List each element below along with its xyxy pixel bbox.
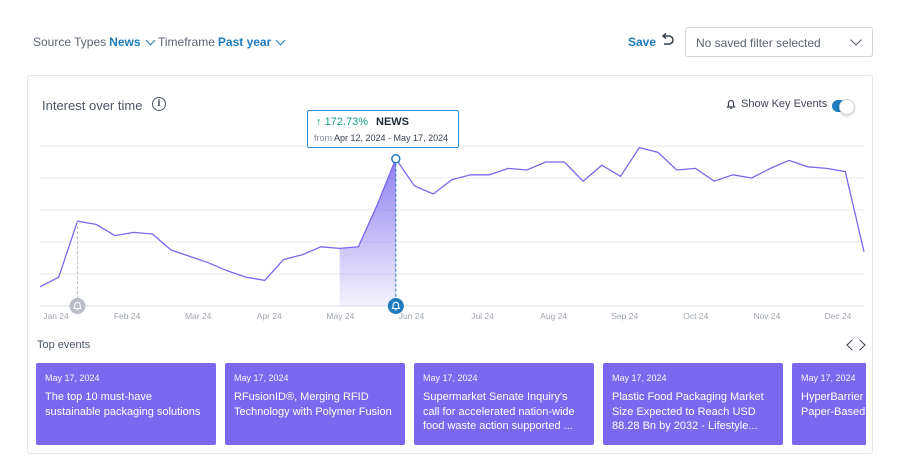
- x-tick-label: Jun 24: [399, 311, 425, 321]
- event-title: Supermarket Senate Inquiry's call for ac…: [423, 391, 575, 432]
- bell-icon: [391, 301, 401, 311]
- event-card[interactable]: May 17, 2024 The top 10 must-have sustain…: [36, 363, 216, 445]
- event-date: May 17, 2024: [801, 373, 856, 383]
- x-tick-label: May 24: [326, 311, 354, 321]
- series-line: [39, 146, 865, 288]
- x-tick-label: Dec 24: [825, 311, 852, 321]
- save-button[interactable]: Save: [628, 35, 657, 49]
- bell-icon: [73, 301, 82, 311]
- tooltip-source: NEWS: [376, 116, 409, 128]
- event-title: Plastic Food Packaging Market Size Expec…: [612, 391, 764, 432]
- key-event-marker: [387, 298, 404, 314]
- event-card[interactable]: May 17, 2024 HyperBarrier Technologies Pa…: [792, 363, 866, 445]
- source-types-value: News: [109, 35, 141, 49]
- interest-over-time-card: Interest over time i Show Key Events Jan…: [27, 75, 873, 454]
- event-title: HyperBarrier Technologies Paper-Based: [801, 391, 866, 418]
- x-tick-label: Feb 24: [114, 311, 141, 321]
- key-event-marker: [69, 298, 86, 314]
- show-key-events-label: Show Key Events: [741, 98, 828, 110]
- x-tick-label: Jul 24: [471, 311, 494, 321]
- card-title: Interest over time: [42, 98, 143, 113]
- source-types-filter[interactable]: Source Types News: [33, 35, 155, 49]
- saved-filter-placeholder: No saved filter selected: [696, 36, 821, 50]
- event-title: RFusionID®, Merging RFID Technology with…: [234, 391, 392, 418]
- chevron-down-icon: [275, 35, 286, 46]
- timeframe-filter[interactable]: Timeframe Past year: [158, 35, 286, 49]
- chevron-down-icon: [850, 34, 862, 46]
- top-events-list: May 17, 2024 The top 10 must-have sustain…: [36, 363, 866, 447]
- x-tick-label: Nov 24: [753, 311, 780, 321]
- highlight-point: [391, 154, 401, 164]
- filter-bar: Source Types News Timeframe Past year Sa…: [0, 0, 900, 70]
- event-date: May 17, 2024: [423, 373, 478, 383]
- x-tick-label: Oct 24: [683, 311, 708, 321]
- x-tick-label: Mar 24: [185, 311, 212, 321]
- show-key-events-control: Show Key Events: [725, 98, 827, 110]
- info-icon[interactable]: i: [152, 97, 166, 111]
- saved-filter-select[interactable]: No saved filter selected: [685, 27, 873, 57]
- chevron-down-icon: [145, 35, 155, 46]
- timeframe-label: Timeframe: [158, 35, 215, 49]
- x-tick-label: Apr 24: [257, 311, 282, 321]
- x-tick-label: Sep 24: [611, 311, 638, 321]
- bell-icon: [726, 99, 736, 109]
- timeframe-value: Past year: [217, 35, 272, 49]
- x-tick-label: Jan 24: [43, 311, 69, 321]
- event-date: May 17, 2024: [612, 373, 667, 383]
- event-date: May 17, 2024: [234, 373, 289, 383]
- tooltip-range: from Apr 12, 2024 - May 17, 2024: [314, 133, 449, 143]
- chart-tooltip: ↑ 172.73% NEWS from Apr 12, 2024 - May 1…: [307, 110, 459, 148]
- event-title: The top 10 must-have sustainable packagi…: [45, 391, 201, 418]
- tooltip-change: ↑ 172.73%: [316, 116, 368, 128]
- event-date: May 17, 2024: [45, 373, 100, 383]
- interest-chart: Jan 24 Feb 24 Mar 24 Apr 24 May 24 Jun 24 Jul …: [39, 145, 865, 321]
- x-tick-label: Aug 24: [540, 311, 567, 321]
- source-types-label: Source Types: [33, 35, 107, 49]
- top-events-label: Top events: [37, 339, 91, 351]
- event-card[interactable]: May 17, 2024 Supermarket Senate Inquiry's…: [414, 363, 594, 445]
- chevron-right-icon[interactable]: [854, 339, 866, 351]
- show-key-events-toggle[interactable]: [832, 99, 855, 115]
- event-card[interactable]: May 17, 2024 Plastic Food Packaging Marke…: [603, 363, 783, 445]
- undo-icon[interactable]: [659, 32, 675, 48]
- event-card[interactable]: May 17, 2024 RFusionID®, Merging RFID Tec…: [225, 363, 405, 445]
- highlight-area: [339, 158, 396, 306]
